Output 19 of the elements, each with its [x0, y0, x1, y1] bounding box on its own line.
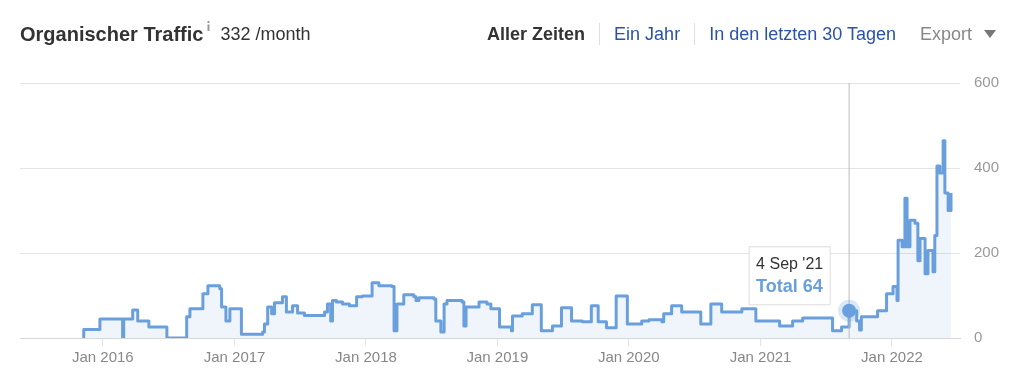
x-tick-label: Jan 2018 — [335, 348, 397, 366]
chart-subtitle: 332 /month — [220, 23, 311, 45]
x-tick-label: Jan 2016 — [71, 348, 134, 366]
y-tick-label: 200 — [974, 243, 1000, 261]
x-tick-label: Jan 2022 — [861, 348, 923, 366]
x-tick-label: Jan 2020 — [597, 348, 660, 366]
y-tick-label: 0 — [974, 328, 983, 346]
annotation: Total 64 — [756, 275, 823, 296]
chart-title: Organischer Traffic — [20, 22, 204, 46]
x-tick-label: Jan 2017 — [203, 348, 266, 366]
text: Aller Zeiten — [487, 23, 586, 45]
y-tick-label: 600 — [974, 73, 1000, 91]
text: Ein Jahr — [614, 23, 681, 45]
text: In den letzten 30 Tagen — [709, 23, 896, 45]
y-tick-label: 400 — [974, 158, 1000, 176]
annotation: 4 Sep '21 — [756, 255, 824, 273]
x-tick-label: Jan 2021 — [729, 348, 792, 366]
x-tick-label: Jan 2019 — [466, 348, 529, 366]
text: Export — [919, 23, 972, 45]
